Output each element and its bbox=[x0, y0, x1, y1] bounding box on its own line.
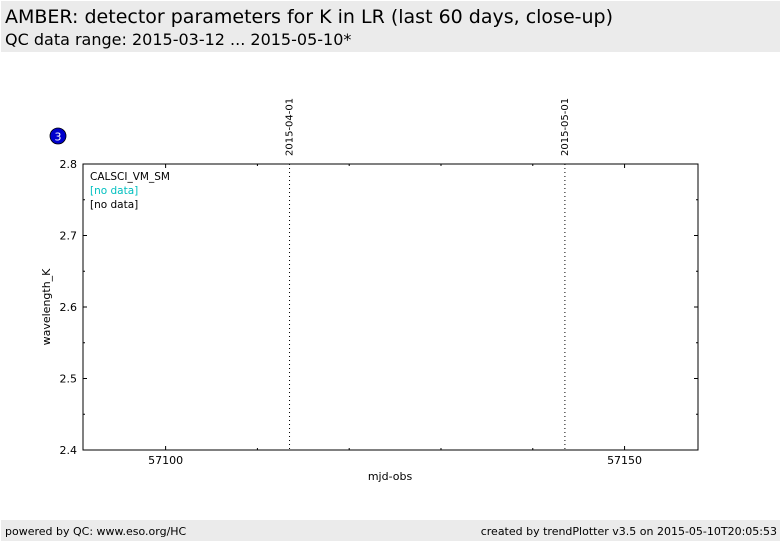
legend-entry: [no data] bbox=[90, 185, 138, 197]
plot-area bbox=[82, 163, 699, 451]
y-tick-label: 2.8 bbox=[60, 158, 78, 171]
badge-circle bbox=[49, 127, 67, 145]
x-tick-label: 57100 bbox=[148, 454, 183, 467]
page-subtitle: QC data range: 2015-03-12 ... 2015-05-10… bbox=[5, 30, 352, 49]
footer-credit: powered by QC: www.eso.org/HC bbox=[5, 525, 187, 538]
legend: CALSCI_VM_SM [no data] [no data] bbox=[90, 171, 170, 211]
x-tick-label: 57150 bbox=[607, 454, 642, 467]
legend-entry: [no data] bbox=[90, 199, 138, 211]
footer-created: created by trendPlotter v3.5 on 2015-05-… bbox=[480, 525, 777, 538]
date-marker-label: 2015-04-01 bbox=[285, 98, 296, 156]
footer-bar: powered by QC: www.eso.org/HC created by… bbox=[1, 520, 780, 541]
number-badge: 3 bbox=[49, 127, 67, 145]
header-bar: AMBER: detector parameters for K in LR (… bbox=[1, 1, 780, 52]
y-axis-label: wavelength_K bbox=[40, 268, 53, 346]
legend-entry: CALSCI_VM_SM bbox=[90, 171, 170, 183]
badge-label: 3 bbox=[55, 131, 62, 144]
y-tick-label: 2.6 bbox=[60, 301, 78, 314]
date-marker-label: 2015-05-01 bbox=[560, 98, 571, 156]
page-title: AMBER: detector parameters for K in LR (… bbox=[5, 6, 614, 28]
y-tick-label: 2.5 bbox=[60, 373, 78, 386]
y-tick-label: 2.7 bbox=[60, 230, 78, 243]
y-tick-label: 2.4 bbox=[60, 444, 78, 457]
x-axis-label: mjd-obs bbox=[368, 470, 413, 483]
